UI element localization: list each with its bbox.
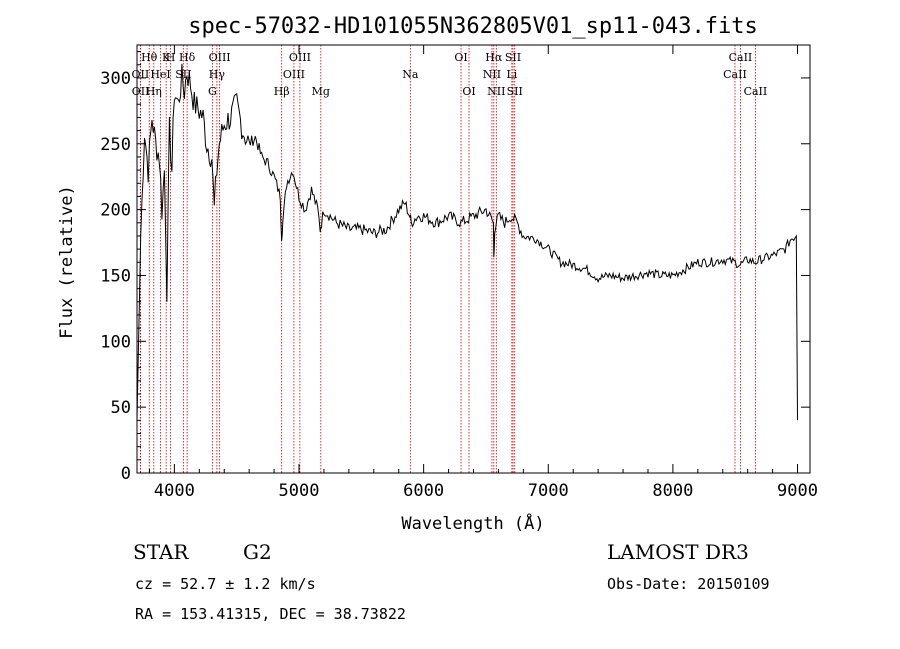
line-label-9: OIII <box>209 51 231 64</box>
y-tick-label-4: 200 <box>100 201 131 221</box>
line-label-26: CaII <box>723 68 747 81</box>
chart-title: spec-57032-HD101055N362805V01_sp11-043.f… <box>188 14 758 39</box>
line-label-22: SII <box>505 51 521 64</box>
line-label-20: NII <box>483 68 501 81</box>
line-label-17: OI <box>454 51 467 64</box>
line-label-16: Na <box>402 68 419 81</box>
x-tick-label-2: 6000 <box>403 481 444 501</box>
y-tick-label-2: 100 <box>100 332 131 352</box>
observation-date: Obs-Date: 20150109 <box>607 575 770 593</box>
plot-frame <box>136 44 811 474</box>
line-label-6: H <box>166 51 176 64</box>
line-label-19: Hα <box>485 51 503 64</box>
line-label-12: Hβ <box>274 85 290 98</box>
line-label-1: OII <box>132 68 150 81</box>
line-label-10: Hγ <box>209 68 226 81</box>
x-tick-label-3: 7000 <box>528 481 569 501</box>
y-tick-label-3: 150 <box>100 266 131 286</box>
line-label-13: OIII <box>289 51 311 64</box>
x-tick-label-1: 5000 <box>279 481 320 501</box>
line-label-8: Hδ <box>179 51 196 64</box>
line-label-15: Mg <box>312 85 330 98</box>
x-axis: 4000 5000 6000 7000 8000 9000 <box>148 45 818 501</box>
line-label-4: K <box>162 51 171 64</box>
x-axis-label: Wavelength (Å) <box>401 512 544 534</box>
spectrum-line <box>136 63 798 421</box>
survey-name: LAMOST DR3 <box>607 540 749 564</box>
y-tick-label-5: 250 <box>100 135 131 155</box>
object-class: STAR <box>133 540 189 564</box>
line-label-27: CaII <box>744 85 768 98</box>
x-tick-label-0: 4000 <box>154 481 195 501</box>
line-label-0: Hθ <box>141 51 158 64</box>
line-label-21: NII <box>487 85 505 98</box>
x-tick-label-5: 9000 <box>777 481 818 501</box>
y-tick-label-6: 300 <box>100 69 131 89</box>
line-label-24: SII <box>507 85 523 98</box>
line-label-5: HeI <box>150 68 170 81</box>
coordinates: RA = 153.41315, DEC = 38.73822 <box>135 605 406 623</box>
y-axis: 0 50 100 150 200 250 300 <box>100 51 810 484</box>
y-tick-label-0: 0 <box>121 464 131 484</box>
emission-line-markers <box>139 45 756 473</box>
line-label-23: Li <box>506 68 517 81</box>
line-label-3: Hη <box>146 85 162 98</box>
line-label-14: OIII <box>283 68 305 81</box>
redshift-velocity: cz = 52.7 ± 1.2 km/s <box>135 575 316 593</box>
x-tick-label-4: 8000 <box>652 481 693 501</box>
line-label-25: CaII <box>729 51 753 64</box>
line-label-18: OI <box>462 85 475 98</box>
spectral-subclass: G2 <box>243 540 272 564</box>
line-label-11: G <box>208 85 217 98</box>
y-tick-label-1: 50 <box>111 398 131 418</box>
y-axis-label: Flux (relative) <box>57 185 77 339</box>
